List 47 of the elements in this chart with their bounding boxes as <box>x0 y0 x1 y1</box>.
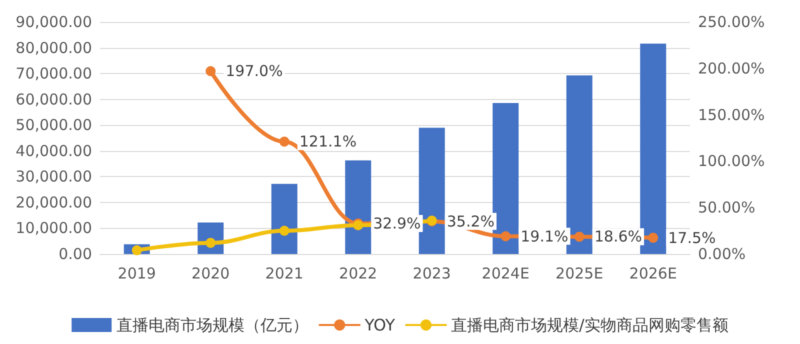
y-tick-label: 90,000.00 <box>16 13 92 31</box>
bar <box>418 128 445 254</box>
y2-tick-label: 50.00% <box>698 198 756 217</box>
bar <box>271 184 298 254</box>
bar <box>492 102 519 254</box>
legend-label: 直播电商市场规模/实物商品网购零售额 <box>451 316 728 334</box>
y-tick-label: 50,000.00 <box>16 116 92 134</box>
y-tick-label: 70,000.00 <box>16 64 92 83</box>
x-tick-label: 2026E <box>629 264 677 282</box>
data-label: 197.0% <box>226 62 283 80</box>
point <box>279 136 290 147</box>
data-label: 18.6% <box>594 228 642 246</box>
y2-tick-label: 100.00% <box>698 152 765 170</box>
bar <box>345 160 372 254</box>
legend-label: 直播电商市场规模（亿元） <box>116 316 309 334</box>
y-tick-label: 0.00 <box>58 245 92 263</box>
y-tick-label: 30,000.00 <box>16 168 92 186</box>
data-label: 35.2% <box>446 212 495 230</box>
data-label: 32.9% <box>373 214 421 232</box>
y2-tick-label: 0.00% <box>698 245 746 263</box>
legend-label: YOY <box>364 316 396 334</box>
y-tick-label: 10,000.00 <box>16 219 92 238</box>
bar <box>640 44 666 254</box>
x-tick-label: 2021 <box>265 264 304 282</box>
y-tick-label: 60,000.00 <box>16 90 92 108</box>
y-tick-label: 20,000.00 <box>16 193 92 212</box>
y-tick-label: 40,000.00 <box>16 142 92 160</box>
bar <box>566 75 592 254</box>
y2-tick-label: 150.00% <box>698 106 765 124</box>
point <box>500 231 511 242</box>
point <box>132 245 142 256</box>
x-tick-label: 2025E <box>556 264 604 282</box>
x-tick-label: 2023 <box>412 264 451 282</box>
x-tick-label: 2019 <box>118 264 156 282</box>
point <box>574 232 584 242</box>
y-tick-label: 80,000.00 <box>16 38 92 57</box>
data-label: 19.1% <box>520 227 568 246</box>
x-tick-label: 2022 <box>339 264 378 282</box>
point <box>279 226 290 236</box>
point <box>648 232 658 243</box>
point <box>206 66 216 76</box>
data-label: 121.1% <box>299 132 357 151</box>
x-tick-label: 2020 <box>192 264 230 282</box>
y2-tick-label: 200.00% <box>698 59 765 78</box>
data-label: 17.5% <box>668 228 716 247</box>
y2-tick-label: 250.00% <box>698 13 765 31</box>
x-tick-label: 2024E <box>482 264 530 282</box>
